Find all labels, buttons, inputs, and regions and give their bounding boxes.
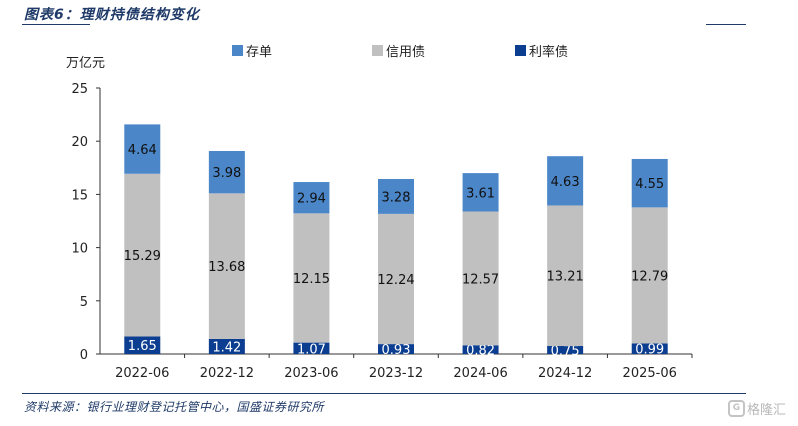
bar-segment [547, 346, 584, 354]
legend-swatch [372, 45, 383, 56]
bar-segment [208, 150, 245, 194]
data-label: 1.65 [128, 339, 157, 354]
legend-swatch [515, 45, 526, 56]
y-tick-label: 10 [71, 242, 88, 257]
bar-segment [462, 173, 499, 212]
data-label: 4.64 [128, 143, 157, 158]
y-tick-label: 15 [71, 188, 88, 203]
data-label: 0.93 [382, 343, 411, 358]
legend-label: 信用债 [386, 45, 425, 60]
data-label: 0.82 [466, 344, 495, 359]
data-label: 0.75 [551, 344, 580, 359]
data-label: 4.63 [551, 175, 580, 190]
bar-segment [293, 182, 330, 214]
x-tick-label: 2022-06 [115, 366, 169, 381]
x-tick-label: 2023-12 [369, 366, 423, 381]
y-tick-label: 0 [80, 348, 88, 363]
bar-segment [378, 178, 414, 214]
bar-segment [547, 205, 584, 347]
legend-label: 存单 [246, 45, 272, 60]
y-tick-label: 20 [71, 135, 88, 150]
bar-segment [462, 211, 499, 346]
data-label: 13.68 [208, 260, 245, 275]
x-tick-label: 2022-12 [200, 366, 254, 381]
bar-segment [462, 345, 499, 354]
watermark-logo-icon: G [727, 400, 745, 417]
y-tick-label: 5 [80, 295, 88, 310]
y-tick-label: 25 [71, 82, 88, 97]
data-label: 1.42 [212, 340, 241, 355]
x-tick-label: 2024-06 [453, 366, 507, 381]
data-label: 1.07 [297, 342, 326, 357]
data-label: 15.29 [124, 249, 161, 264]
bars: 1.65 15.29 4.64 1.42 13.68 3.98 1.07 12.15 2.94 0… [124, 124, 668, 359]
bar-segment [547, 156, 584, 206]
header-rule-left [22, 24, 90, 25]
bar-segment [378, 344, 414, 354]
data-label: 12.57 [462, 272, 499, 287]
data-label: 4.55 [635, 177, 664, 192]
axes: 0 5 10 15 20 25 2022-06 2022-12 2023-06 2023-12 20… [71, 82, 693, 381]
bar-segment [631, 158, 668, 208]
bar-segment [293, 213, 330, 343]
footer-rule [22, 393, 746, 394]
bar-segment [631, 207, 668, 344]
data-label: 13.21 [547, 270, 584, 285]
bar-segment [293, 342, 330, 354]
bar-segment [378, 213, 414, 345]
data-label: 12.79 [631, 269, 668, 284]
data-label: 3.28 [382, 190, 411, 205]
watermark: G 格隆汇 [727, 399, 786, 418]
data-label: 2.94 [297, 192, 326, 207]
bar-segment [124, 173, 161, 337]
data-label: 3.61 [466, 186, 495, 201]
watermark-text: 格隆汇 [746, 403, 786, 418]
bar-segment [124, 336, 161, 354]
legend-label: 利率债 [529, 44, 568, 60]
data-label: 12.15 [293, 272, 330, 287]
data-label: 3.98 [212, 166, 241, 181]
x-tick-label: 2024-12 [538, 366, 592, 381]
data-label: 0.99 [635, 343, 664, 358]
y-axis-label: 万亿元 [66, 56, 105, 71]
bar-segment [208, 193, 245, 339]
bar-segment [631, 343, 668, 354]
header-rule-right [706, 24, 746, 25]
bar-segment [124, 124, 161, 174]
data-label: 12.24 [377, 273, 414, 288]
chart-title: 图表6：理财持债结构变化 [24, 7, 200, 23]
legend-swatch [232, 45, 243, 56]
bar-segment [208, 338, 245, 354]
source-note: 资料来源：银行业理财登记托管中心，国盛证券研究所 [24, 400, 325, 414]
legend: 存单 信用债 利率债 [232, 44, 568, 60]
x-tick-label: 2025-06 [623, 366, 677, 381]
x-tick-label: 2023-06 [284, 366, 338, 381]
